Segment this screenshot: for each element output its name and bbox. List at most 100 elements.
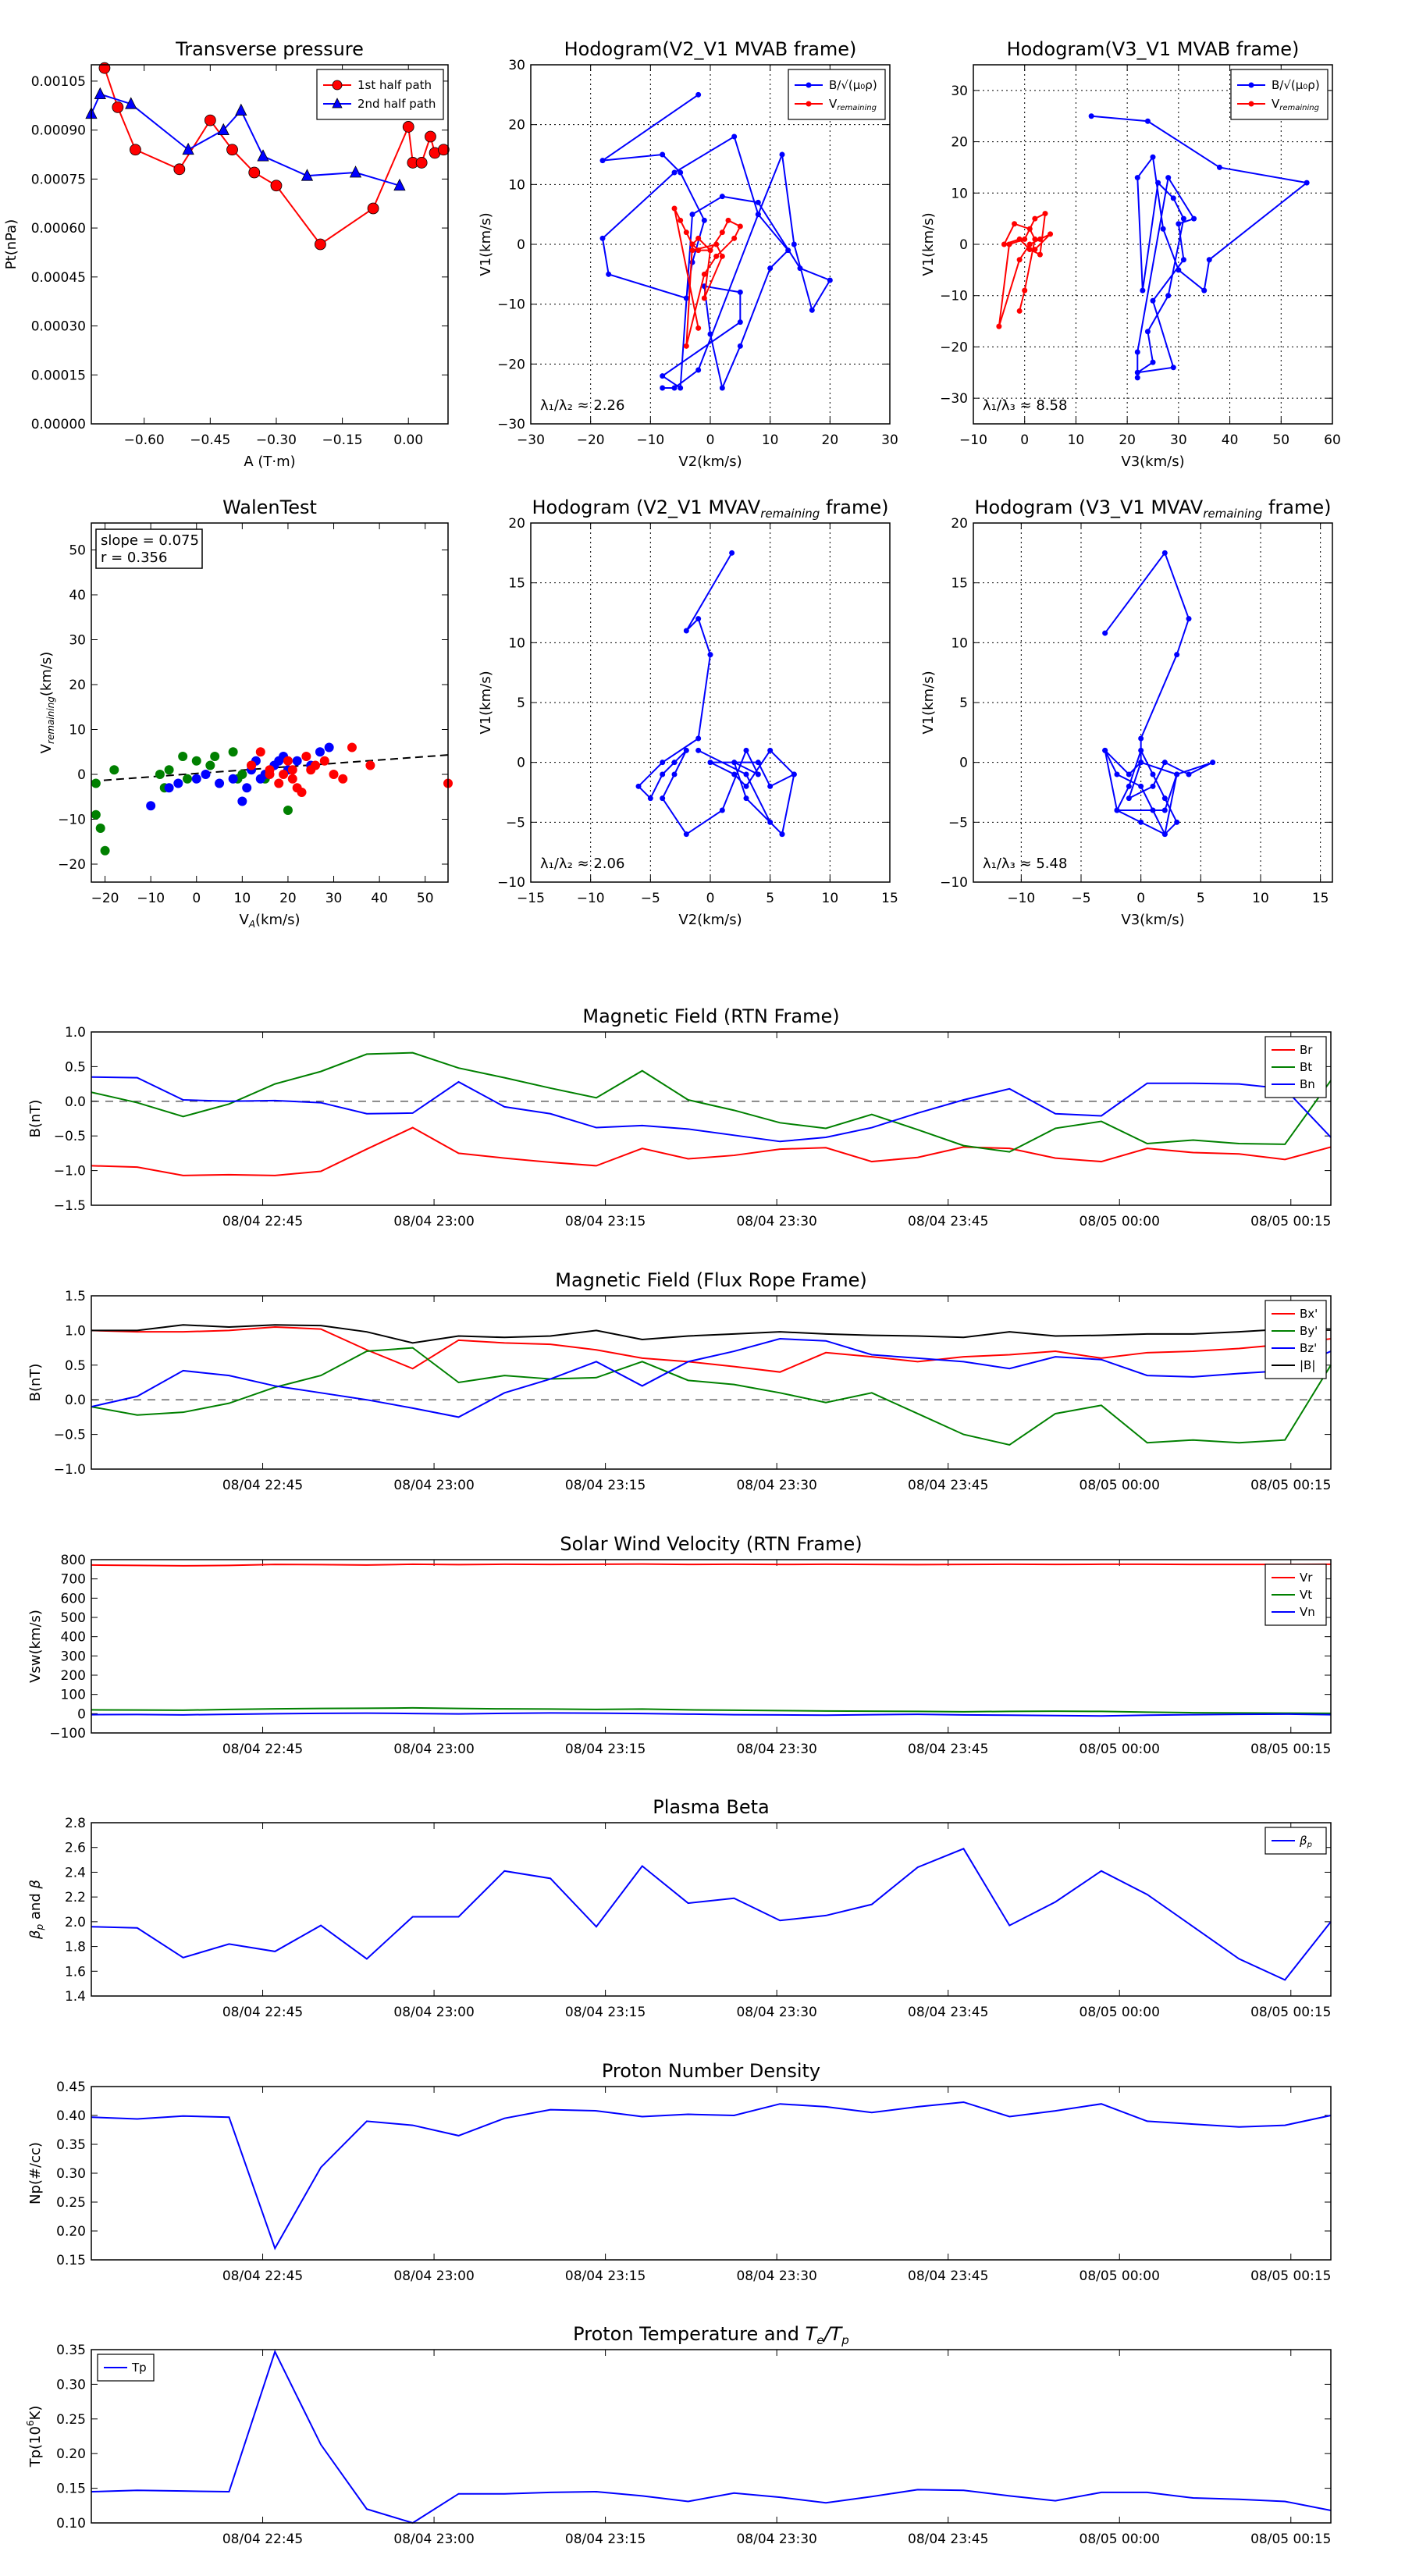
h1-point xyxy=(701,295,707,301)
tp_time-xtick-label: 08/04 23:45 xyxy=(908,2532,988,2547)
h3-point xyxy=(743,771,749,777)
h3-ytick-label: −10 xyxy=(497,875,525,891)
h1-legend-label: Vremaining xyxy=(829,97,877,112)
h2-point xyxy=(1012,221,1018,227)
walen-point xyxy=(178,752,188,761)
np-xtick-label: 08/05 00:00 xyxy=(1080,2268,1160,2284)
walen-xtick-label: 10 xyxy=(234,891,251,906)
np-xtick-label: 08/04 23:45 xyxy=(908,2268,988,2284)
h4-point xyxy=(1210,760,1216,766)
h1-point xyxy=(689,212,695,218)
h2-point xyxy=(1140,287,1146,294)
mag_rtn-series-Br-line xyxy=(91,1126,1332,1176)
mag_fr-panel: 08/04 22:45 08/04 23:00 08/04 23:15 08/04 2… xyxy=(27,1269,1332,1493)
h1-point xyxy=(671,205,678,212)
h2-legend-marker xyxy=(1248,101,1254,107)
h1-ytick-label: −20 xyxy=(497,357,525,372)
walen-point xyxy=(228,774,238,784)
h1-point xyxy=(707,331,713,337)
h2-frame xyxy=(973,64,1333,425)
h1-xtick-label: 30 xyxy=(881,432,898,448)
h2-point xyxy=(1016,257,1023,263)
np-ytick-label: 0.35 xyxy=(56,2137,86,2153)
walen-point xyxy=(301,752,311,761)
np-xtick-label: 08/04 22:45 xyxy=(222,2268,303,2284)
vsw-series-Vt-line xyxy=(91,1706,1332,1714)
h1-xtick-label: −20 xyxy=(577,432,605,448)
h4-point xyxy=(1150,783,1156,789)
tp-point xyxy=(173,163,186,176)
h1-point xyxy=(713,241,720,247)
h1-point xyxy=(695,91,702,98)
mag_fr-series-Bx-line xyxy=(91,1325,1332,1373)
h4-ytick-label: −5 xyxy=(948,815,968,831)
h2-point xyxy=(1206,257,1212,263)
tp-xtick-label: 0.00 xyxy=(393,432,423,448)
tp-point xyxy=(437,144,450,156)
vsw-ytick-label: 0 xyxy=(77,1706,86,1722)
h1-xtick-label: −10 xyxy=(636,432,664,448)
mag_fr-series-By-line xyxy=(91,1347,1332,1446)
h3-point xyxy=(779,831,785,838)
h2-point xyxy=(1201,287,1208,294)
walen-point xyxy=(155,770,165,779)
walen-point xyxy=(95,824,105,833)
tp-ytick-label: 0.00045 xyxy=(31,270,86,286)
beta-title: Plasma Beta xyxy=(653,1796,769,1818)
h1-point xyxy=(660,151,666,158)
h2-point xyxy=(1134,369,1140,375)
beta-xtick-label: 08/05 00:15 xyxy=(1250,2005,1331,2020)
h3-point xyxy=(729,550,735,556)
tp-point xyxy=(226,144,238,156)
beta-ytick-label: 2.6 xyxy=(65,1841,86,1856)
h3-point xyxy=(683,747,689,753)
beta-ytick-label: 1.4 xyxy=(65,1989,86,2005)
h2-point xyxy=(1032,236,1038,242)
h1-legend-marker xyxy=(806,82,812,88)
h4-point xyxy=(1174,652,1180,658)
h3-ytick-label: 15 xyxy=(508,576,525,592)
h4-point xyxy=(1126,771,1132,777)
h4-xtick-label: −10 xyxy=(1007,891,1035,906)
tp_time-xtick-label: 08/04 23:15 xyxy=(565,2532,646,2547)
np-ytick-label: 0.45 xyxy=(56,2080,86,2095)
tp-background xyxy=(91,65,448,424)
walen-point xyxy=(205,760,215,770)
h4-point xyxy=(1138,819,1144,825)
h2-point xyxy=(1048,231,1054,237)
mag_rtn-series-Bn-line xyxy=(91,1076,1332,1143)
h4-frame xyxy=(973,522,1333,883)
tp-series-line xyxy=(91,93,400,187)
walen-point xyxy=(255,774,265,784)
tp-legend-label: 2nd half path xyxy=(357,97,436,111)
h3-ylabel: V1(km/s) xyxy=(478,671,494,734)
tp_time-ylabel: Tp(106K) xyxy=(25,2406,44,2468)
walen-point xyxy=(183,774,193,784)
h3-point xyxy=(683,831,689,838)
mag_fr-series-Bz-line xyxy=(91,1338,1332,1418)
tp-ytick-label: 0.00075 xyxy=(31,172,86,187)
h3-point xyxy=(660,771,666,777)
h1-legend-marker xyxy=(806,101,812,107)
h2-xlabel: V3(km/s) xyxy=(1121,454,1184,470)
h2-point xyxy=(1001,241,1007,247)
tp-series-line xyxy=(103,67,444,246)
h3-ytick-label: 10 xyxy=(508,635,525,651)
np-panel: 08/04 22:45 08/04 23:00 08/04 23:15 08/04 2… xyxy=(27,2060,1332,2284)
h2-xtick-label: 0 xyxy=(1020,432,1029,448)
h4-point xyxy=(1161,760,1168,766)
tp-ytick-label: 0.00030 xyxy=(31,319,86,335)
tp_time-ytick-label: 0.10 xyxy=(56,2516,86,2532)
h3-frame xyxy=(530,522,891,883)
walen-point xyxy=(91,809,101,820)
tp-legend-marker xyxy=(332,80,343,91)
mag_fr-legend-label: Bx' xyxy=(1300,1307,1318,1321)
h2-ytick-label: 30 xyxy=(951,84,968,99)
h3-point xyxy=(743,783,749,789)
h2-point xyxy=(1032,247,1038,253)
h1-annotation: λ₁/λ₂ ≈ 2.26 xyxy=(540,397,624,414)
h2-legend-label: Vremaining xyxy=(1272,97,1319,112)
h1-ytick-label: 0 xyxy=(517,237,525,253)
tp_time-panel: 08/04 22:45 08/04 23:00 08/04 23:15 08/04 2… xyxy=(25,2323,1332,2547)
